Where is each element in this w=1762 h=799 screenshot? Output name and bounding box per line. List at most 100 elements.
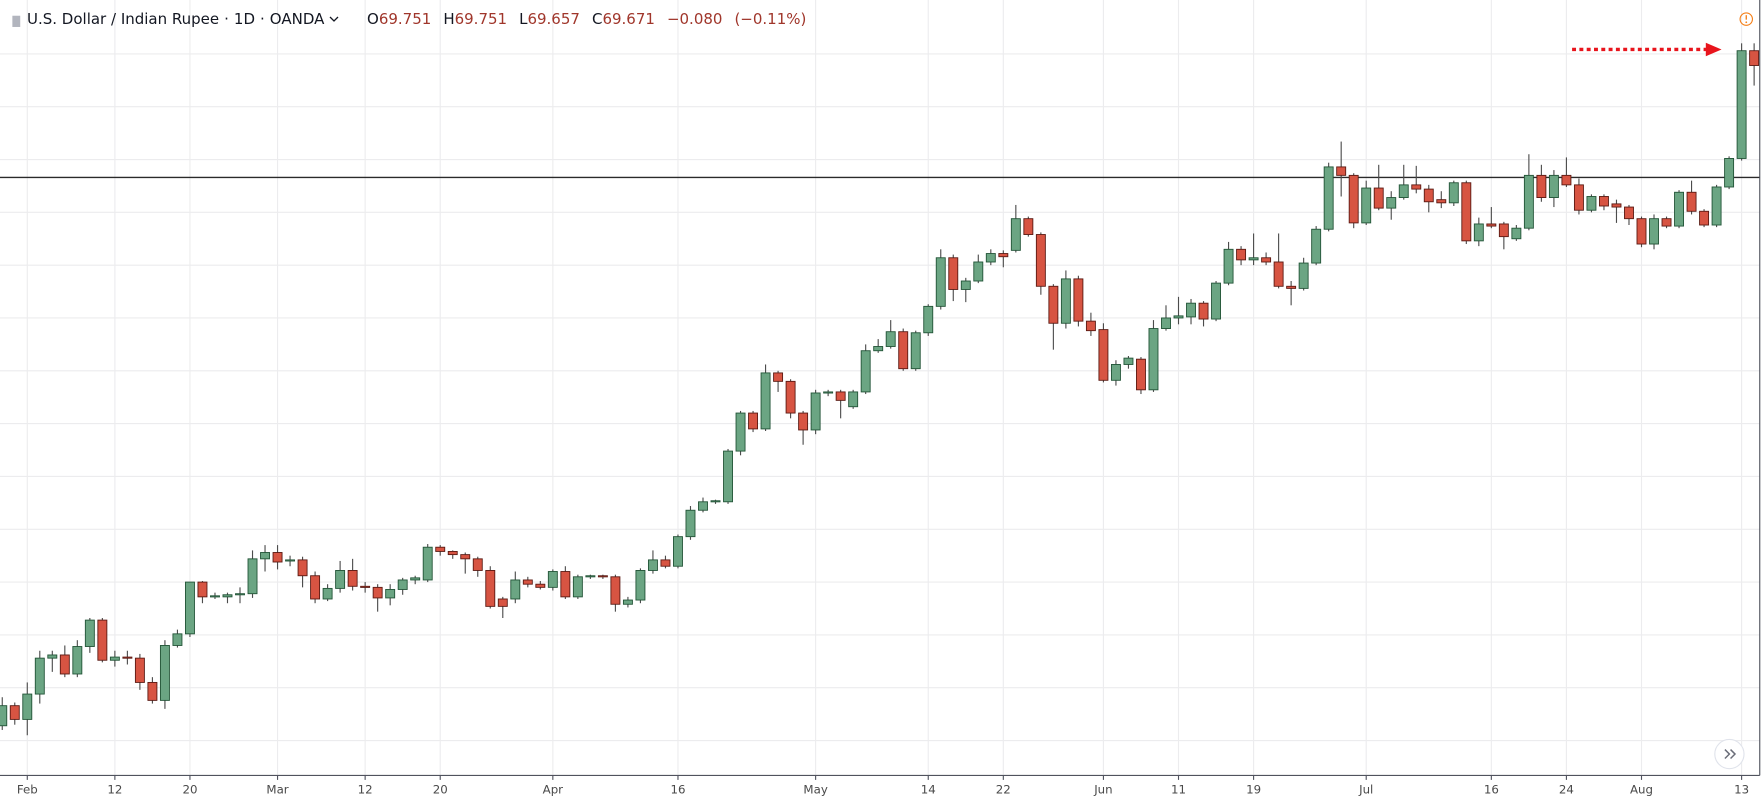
scroll-button[interactable] [1714,738,1745,770]
separator: · [260,10,265,28]
x-tick-label: Apr [543,783,564,797]
candle-body [1661,218,1672,227]
candle-body [72,646,83,675]
candle-body [1248,257,1259,261]
candle-body [1223,248,1234,284]
ohlc-value: 69.671 [602,10,655,28]
candle-body [1561,174,1572,186]
candle-body [447,550,458,556]
candle-body [1261,257,1272,263]
candle-body [1098,329,1109,381]
candle-body [1186,302,1196,318]
candle-body [1586,196,1597,211]
candle-body [435,546,446,552]
scroll-chevron[interactable] [1730,749,1737,760]
candle-body [748,412,759,430]
candle-body [210,595,220,598]
ohlc-label: O [367,10,379,28]
candle-body [297,559,308,577]
candle-body [735,412,746,452]
x-tick-label: 12 [358,783,373,797]
candle-body [572,576,583,598]
candle-body [798,412,809,431]
candle-body [22,693,33,720]
candle-body [910,332,921,370]
ohlc-label: L [519,10,528,28]
arrow-head [1705,42,1722,57]
candle-body [260,552,270,560]
candle-body [172,633,183,646]
candle-body [1498,223,1509,238]
candle-body [0,705,8,727]
x-tick-label: 11 [1171,783,1186,797]
change-percent: (−0.11%) [734,10,807,28]
candle-body [823,391,834,394]
ohlc-value: 69.751 [378,10,432,28]
candle-body [1123,357,1134,365]
candle-body [1085,320,1096,332]
candle-body [285,559,296,562]
candle-body [723,450,733,503]
candle-body [1323,166,1334,230]
x-tick-label: Aug [1630,783,1653,797]
separator: · [224,10,229,28]
candle-body [1611,203,1622,208]
candle-body [1724,158,1735,188]
candle-body [1373,187,1384,209]
x-tick-label: 12 [107,783,122,797]
symbol-name[interactable]: U.S. Dollar / Indian Rupee [27,10,220,28]
candle-body [510,579,521,600]
candle-body [1398,184,1409,198]
chevron[interactable] [329,16,339,22]
candles [0,43,1760,736]
candle-body [222,594,233,598]
annotation-arrow [1572,42,1722,57]
symbol-header[interactable]: U.S. Dollar / Indian Rupee · 1D · OANDA [27,10,339,28]
candle-body [923,305,934,334]
candle-body [610,576,621,605]
candle-body [1686,191,1697,212]
candle-body [960,280,971,290]
candle-body [935,257,946,307]
candle-body [760,372,771,430]
dropdown-chevron[interactable] [329,15,339,23]
ohlc-label: C [591,10,603,28]
candle-body [360,585,371,588]
candle-body [9,705,20,720]
candle-body [47,654,58,659]
candle-body [1436,199,1447,204]
alert-icon-circle[interactable] [1739,12,1754,26]
alert-icon-dot[interactable] [1745,21,1748,24]
candle-body [122,656,133,659]
source[interactable]: OANDA [269,10,325,28]
candle-body [535,583,546,588]
ohlc-value: 69.657 [527,10,580,28]
candle-body [1548,174,1559,198]
candle-body [810,392,821,431]
candle-body [497,598,508,607]
candle-body [159,645,170,701]
change: −0.080 [666,10,723,28]
candle-body [485,570,496,607]
candle-body [397,579,408,590]
ohlc-header: O 69.751 H 69.751 L 69.657 C 69.671 −0.080 (−0.11… [367,10,818,28]
candle-body [1711,186,1722,226]
candle-body [322,587,333,600]
candle-body [835,391,846,401]
candle-body [84,619,95,647]
candle-body [673,536,683,567]
candle-body [247,558,258,595]
candle-body [460,554,471,560]
candle-body [1211,282,1222,320]
alert-icon[interactable] [1739,12,1754,26]
scroll-chevron[interactable] [1724,749,1731,760]
candle-body [1486,223,1497,227]
candle-body [1636,218,1647,245]
candle-body [1198,302,1209,320]
candle-body [873,346,884,352]
candle-body [1523,174,1534,229]
interval[interactable]: 1D [233,10,256,28]
candle-body [1511,227,1522,240]
